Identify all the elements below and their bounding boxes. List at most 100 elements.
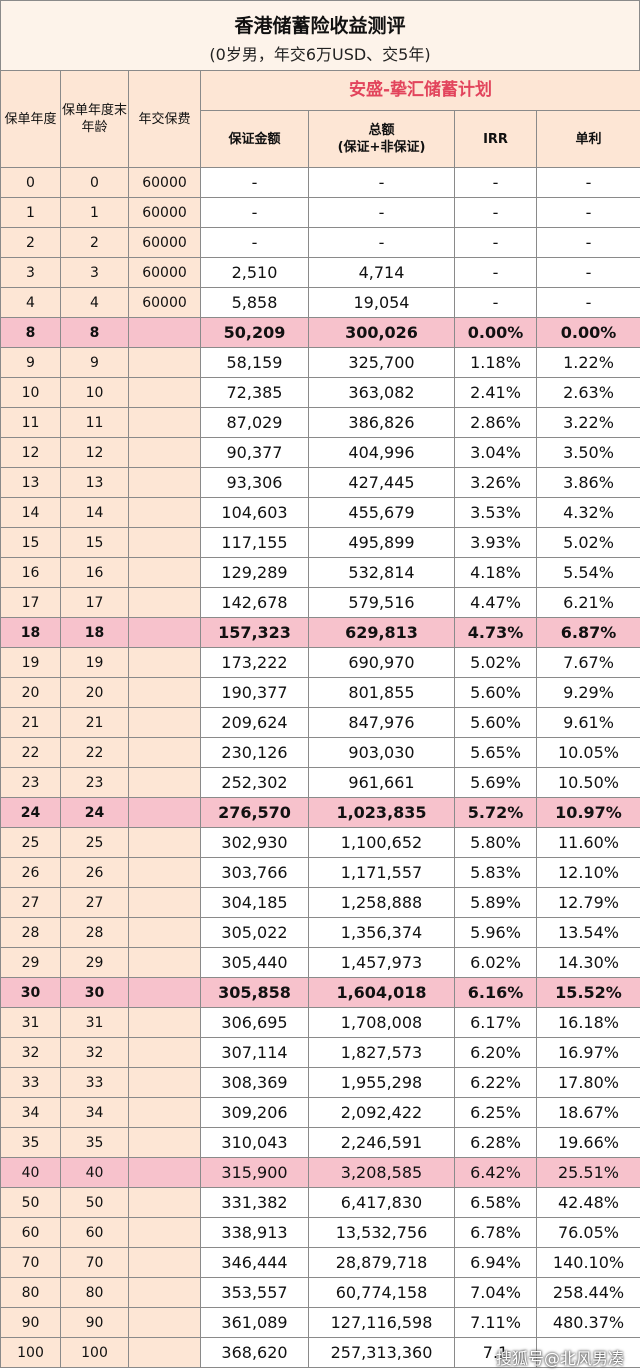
cell-year: 29 bbox=[0, 947, 61, 978]
cell-age: 16 bbox=[60, 557, 129, 588]
cell-premium bbox=[128, 1127, 201, 1158]
cell-guaranteed: 309,206 bbox=[200, 1097, 309, 1128]
cell-age: 10 bbox=[60, 377, 129, 408]
cell-premium bbox=[128, 617, 201, 648]
cell-total: 127,116,598 bbox=[308, 1307, 455, 1338]
cell-guaranteed: 308,369 bbox=[200, 1067, 309, 1098]
cell-irr: - bbox=[454, 257, 537, 288]
table-row: 17 17 142,678 579,516 4.47% 6.21% bbox=[0, 587, 640, 618]
header-total-sub: (保证+非保证) bbox=[337, 140, 426, 155]
cell-irr: 3.53% bbox=[454, 497, 537, 528]
cell-year: 27 bbox=[0, 887, 61, 918]
cell-total: 690,970 bbox=[308, 647, 455, 678]
header-total-label: 总额 bbox=[368, 123, 395, 138]
cell-guaranteed: 305,022 bbox=[200, 917, 309, 948]
cell-simple: 6.87% bbox=[536, 617, 640, 648]
cell-guaranteed: 361,089 bbox=[200, 1307, 309, 1338]
cell-premium bbox=[128, 827, 201, 858]
cell-premium: 60000 bbox=[128, 197, 201, 228]
cell-total: 325,700 bbox=[308, 347, 455, 378]
cell-guaranteed: 306,695 bbox=[200, 1007, 309, 1038]
cell-premium bbox=[128, 1277, 201, 1308]
cell-premium bbox=[128, 1007, 201, 1038]
benefit-table: 保单年度 保单年度末年龄 年交保费 安盛-挚汇储蓄计划 保证金额 总额 (保证+… bbox=[0, 70, 640, 1368]
cell-premium bbox=[128, 317, 201, 348]
cell-irr: 6.42% bbox=[454, 1157, 537, 1188]
cell-age: 30 bbox=[60, 977, 129, 1008]
cell-age: 33 bbox=[60, 1067, 129, 1098]
cell-simple: 25.51% bbox=[536, 1157, 640, 1188]
cell-irr: - bbox=[454, 197, 537, 228]
cell-age: 60 bbox=[60, 1217, 129, 1248]
table-row: 35 35 310,043 2,246,591 6.28% 19.66% bbox=[0, 1127, 640, 1158]
cell-total: 532,814 bbox=[308, 557, 455, 588]
cell-premium bbox=[128, 437, 201, 468]
cell-guaranteed: 305,858 bbox=[200, 977, 309, 1008]
cell-simple: 258.44% bbox=[536, 1277, 640, 1308]
table-row: 10 10 72,385 363,082 2.41% 2.63% bbox=[0, 377, 640, 408]
cell-irr: 4.18% bbox=[454, 557, 537, 588]
header-age: 保单年度末年龄 bbox=[60, 70, 129, 168]
cell-irr: 5.02% bbox=[454, 647, 537, 678]
table-row: 60 60 338,913 13,532,756 6.78% 76.05% bbox=[0, 1217, 640, 1248]
cell-year: 23 bbox=[0, 767, 61, 798]
cell-total: 6,417,830 bbox=[308, 1187, 455, 1218]
cell-premium bbox=[128, 407, 201, 438]
cell-total: 19,054 bbox=[308, 287, 455, 318]
table-row: 80 80 353,557 60,774,158 7.04% 258.44% bbox=[0, 1277, 640, 1308]
cell-simple: 0.00% bbox=[536, 317, 640, 348]
cell-age: 34 bbox=[60, 1097, 129, 1128]
cell-age: 27 bbox=[60, 887, 129, 918]
cell-simple: 15.52% bbox=[536, 977, 640, 1008]
cell-irr: 6.17% bbox=[454, 1007, 537, 1038]
cell-premium bbox=[128, 347, 201, 378]
cell-simple: 3.50% bbox=[536, 437, 640, 468]
cell-guaranteed: 90,377 bbox=[200, 437, 309, 468]
cell-simple: 12.10% bbox=[536, 857, 640, 888]
cell-premium: 60000 bbox=[128, 227, 201, 258]
cell-guaranteed: 368,620 bbox=[200, 1337, 309, 1368]
cell-simple: 1.22% bbox=[536, 347, 640, 378]
cell-year: 60 bbox=[0, 1217, 61, 1248]
cell-total: 1,955,298 bbox=[308, 1067, 455, 1098]
cell-total: - bbox=[308, 197, 455, 228]
cell-age: 32 bbox=[60, 1037, 129, 1068]
cell-guaranteed: 302,930 bbox=[200, 827, 309, 858]
cell-year: 9 bbox=[0, 347, 61, 378]
cell-age: 24 bbox=[60, 797, 129, 828]
cell-irr: 5.60% bbox=[454, 677, 537, 708]
cell-guaranteed: 173,222 bbox=[200, 647, 309, 678]
cell-simple: 5.54% bbox=[536, 557, 640, 588]
cell-simple: 140.10% bbox=[536, 1247, 640, 1278]
cell-guaranteed: 87,029 bbox=[200, 407, 309, 438]
cell-premium bbox=[128, 527, 201, 558]
title-box: 香港储蓄险收益测评 (0岁男，年交6万USD、交5年) bbox=[0, 0, 640, 71]
cell-simple: - bbox=[536, 227, 640, 258]
cell-premium bbox=[128, 1097, 201, 1128]
table-row: 24 24 276,570 1,023,835 5.72% 10.97% bbox=[0, 797, 640, 828]
cell-year: 28 bbox=[0, 917, 61, 948]
cell-premium bbox=[128, 1067, 201, 1098]
cell-total: 13,532,756 bbox=[308, 1217, 455, 1248]
cell-year: 35 bbox=[0, 1127, 61, 1158]
cell-age: 4 bbox=[60, 287, 129, 318]
header-simple: 单利 bbox=[536, 110, 640, 168]
table-row: 34 34 309,206 2,092,422 6.25% 18.67% bbox=[0, 1097, 640, 1128]
cell-total: 579,516 bbox=[308, 587, 455, 618]
cell-year: 0 bbox=[0, 167, 61, 198]
cell-total: 1,023,835 bbox=[308, 797, 455, 828]
cell-year: 14 bbox=[0, 497, 61, 528]
cell-premium bbox=[128, 1187, 201, 1218]
cell-premium bbox=[128, 797, 201, 828]
table-row: 40 40 315,900 3,208,585 6.42% 25.51% bbox=[0, 1157, 640, 1188]
cell-premium bbox=[128, 647, 201, 678]
cell-simple: - bbox=[536, 287, 640, 318]
cell-total: 961,661 bbox=[308, 767, 455, 798]
cell-premium bbox=[128, 377, 201, 408]
cell-guaranteed: 117,155 bbox=[200, 527, 309, 558]
table-row: 50 50 331,382 6,417,830 6.58% 42.48% bbox=[0, 1187, 640, 1218]
cell-year: 8 bbox=[0, 317, 61, 348]
table-row: 0 0 60000- - - - bbox=[0, 167, 640, 198]
cell-irr: - bbox=[454, 227, 537, 258]
cell-total: - bbox=[308, 227, 455, 258]
